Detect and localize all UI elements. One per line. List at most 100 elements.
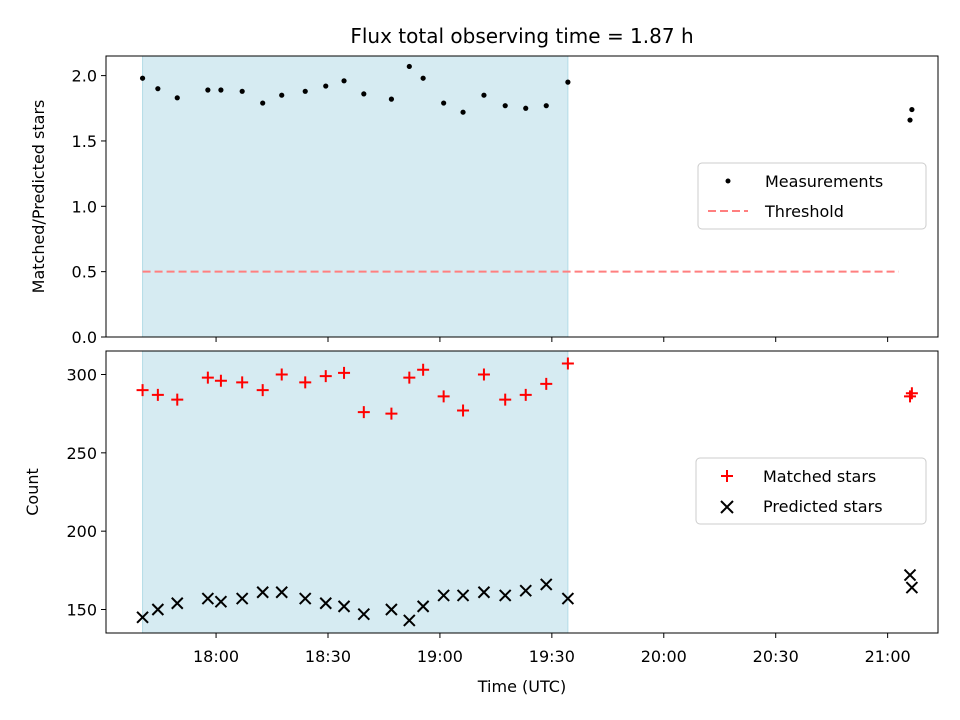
matched-stars-point bbox=[417, 363, 430, 376]
x-axis-label: Time (UTC) bbox=[477, 677, 566, 696]
measurement-point bbox=[279, 92, 285, 98]
predicted-stars-point bbox=[201, 592, 215, 605]
measurement-point bbox=[907, 117, 913, 123]
matched-stars-point bbox=[214, 374, 227, 387]
y-tick-label: 1.5 bbox=[72, 132, 97, 151]
predicted-stars-point bbox=[903, 568, 917, 582]
predicted-stars-point bbox=[456, 589, 470, 602]
predicted-stars-point bbox=[499, 589, 512, 602]
x-tick-label: 20:00 bbox=[641, 647, 687, 666]
bottom-legend-box bbox=[695, 457, 927, 525]
predicted-stars-point bbox=[151, 603, 165, 616]
top-shaded-interval bbox=[142, 55, 569, 338]
matched-stars-point bbox=[201, 371, 214, 384]
matched-stars-point bbox=[904, 390, 917, 403]
matched-stars-point bbox=[256, 384, 269, 397]
predicted-stars-point bbox=[299, 592, 312, 605]
predicted-stars-point bbox=[235, 592, 249, 605]
matched-stars-point bbox=[540, 377, 553, 390]
bottom-axes-frame bbox=[105, 350, 939, 634]
y-tick-label: 300 bbox=[66, 366, 97, 385]
top-legend: Measurements Threshold bbox=[697, 162, 927, 230]
measurement-point bbox=[406, 63, 412, 70]
measurement-point bbox=[441, 100, 447, 106]
predicted-stars-point bbox=[905, 581, 919, 594]
matched-stars-point bbox=[403, 371, 416, 384]
x-tick-label: 21:00 bbox=[865, 647, 911, 666]
predicted-stars-point bbox=[357, 607, 371, 621]
measurement-point bbox=[909, 106, 915, 113]
x-tick-label: 19:30 bbox=[529, 647, 575, 666]
matched-stars-point bbox=[437, 390, 450, 403]
measurement-point bbox=[388, 96, 395, 102]
predicted-stars-point bbox=[171, 597, 184, 610]
matched-stars-point bbox=[457, 404, 470, 417]
predicted-stars-point bbox=[256, 586, 269, 599]
legend-measurements-marker bbox=[725, 178, 731, 184]
legend-measurements-label: Measurements bbox=[765, 172, 883, 191]
y-tick-label: 1.0 bbox=[72, 197, 97, 216]
matched-stars-point bbox=[905, 387, 918, 400]
y-tick-label: 150 bbox=[66, 601, 97, 620]
bottom-y-axis-label: Count bbox=[23, 468, 42, 516]
x-tick-label: 18:30 bbox=[305, 647, 351, 666]
matched-stars-point bbox=[236, 376, 249, 389]
measurement-point bbox=[302, 88, 308, 94]
measurement-point bbox=[502, 103, 508, 109]
predicted-stars-point bbox=[416, 600, 430, 613]
measurement-point bbox=[460, 109, 466, 115]
matched-stars-point bbox=[357, 406, 370, 419]
legend-predicted-marker bbox=[720, 500, 734, 514]
bottom-panel: 150 200 250 300 18:00 18:30 19:00 19:30 20:00 20… bbox=[23, 350, 939, 696]
bottom-shaded-interval bbox=[142, 350, 569, 634]
bottom-legend: Matched stars Predicted stars bbox=[695, 457, 927, 525]
top-y-axis-label: Matched/Predicted stars bbox=[29, 100, 48, 294]
measurement-point bbox=[218, 87, 224, 93]
x-tick-label: 20:30 bbox=[753, 647, 799, 666]
predicted-stars-point bbox=[437, 589, 450, 602]
y-tick-label: 250 bbox=[66, 444, 97, 463]
measurement-point bbox=[481, 92, 487, 98]
chart-title: Flux total observing time = 1.87 h bbox=[350, 24, 693, 48]
measurement-point bbox=[239, 88, 245, 94]
predicted-stars-point bbox=[275, 586, 288, 599]
predicted-stars-point bbox=[136, 611, 149, 624]
legend-matched-label: Matched stars bbox=[763, 467, 876, 486]
measurement-point bbox=[139, 75, 146, 81]
measurement-point bbox=[543, 103, 549, 109]
matched-stars-point bbox=[561, 357, 574, 370]
matched-stars-point bbox=[275, 368, 288, 381]
matched-stars-point bbox=[151, 388, 164, 401]
legend-threshold-label: Threshold bbox=[764, 202, 844, 221]
x-tick-label: 18:00 bbox=[193, 647, 239, 666]
matched-stars-point bbox=[385, 407, 398, 420]
matched-stars-point bbox=[338, 366, 351, 379]
measurement-point bbox=[420, 75, 426, 81]
matched-stars-point bbox=[319, 370, 332, 383]
measurement-point bbox=[523, 105, 529, 111]
legend-predicted-label: Predicted stars bbox=[763, 497, 883, 516]
predicted-stars-point bbox=[214, 595, 228, 608]
measurement-point bbox=[361, 91, 367, 97]
measurement-point bbox=[205, 87, 211, 93]
predicted-stars-point bbox=[540, 578, 553, 591]
measurement-point bbox=[323, 83, 329, 89]
predicted-stars-point bbox=[519, 584, 532, 597]
measurement-point bbox=[174, 95, 180, 101]
predicted-stars-point bbox=[385, 603, 398, 616]
top-panel: 0.00.51.01.52.0 Matched/Predicted stars … bbox=[29, 55, 939, 347]
predicted-stars-point bbox=[319, 597, 332, 610]
matched-stars-point bbox=[299, 376, 312, 389]
matched-stars-point bbox=[477, 368, 490, 381]
measurement-point bbox=[565, 79, 571, 85]
measurement-point bbox=[260, 100, 266, 106]
y-tick-label: 2.0 bbox=[72, 67, 97, 86]
measurement-point bbox=[155, 86, 161, 92]
y-tick-label: 0.0 bbox=[72, 328, 97, 347]
x-tick-label: 19:00 bbox=[417, 647, 463, 666]
matched-stars-point bbox=[136, 384, 149, 397]
matched-stars-point bbox=[499, 393, 512, 406]
y-tick-label: 200 bbox=[66, 522, 97, 541]
legend-matched-marker bbox=[721, 470, 733, 482]
